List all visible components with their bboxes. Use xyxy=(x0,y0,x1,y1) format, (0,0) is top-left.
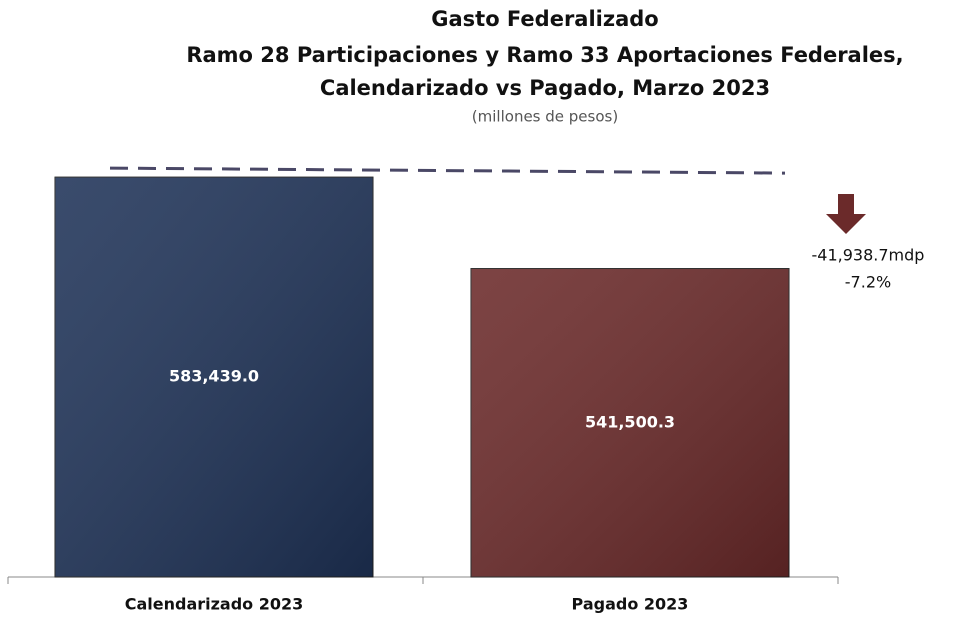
reference-line xyxy=(109,166,786,175)
bar-shade xyxy=(471,268,789,577)
value-label: 583,439.0 xyxy=(169,367,259,386)
chart-title: Calendarizado vs Pagado, Marzo 2023 xyxy=(320,76,770,100)
chart-title: Gasto Federalizado xyxy=(431,7,658,31)
value-label: 541,500.3 xyxy=(585,412,675,431)
annotation: -7.2% xyxy=(845,273,891,292)
x-tick-label: Calendarizado 2023 xyxy=(125,595,304,614)
x-tick-label: Pagado 2023 xyxy=(572,595,689,614)
bar-shade xyxy=(55,177,373,578)
chart-title: Ramo 28 Participaciones y Ramo 33 Aporta… xyxy=(186,43,903,67)
annotation: -41,938.7mdp xyxy=(812,246,925,265)
chart-subtitle: (millones de pesos) xyxy=(472,108,618,126)
down-arrow xyxy=(826,194,866,234)
